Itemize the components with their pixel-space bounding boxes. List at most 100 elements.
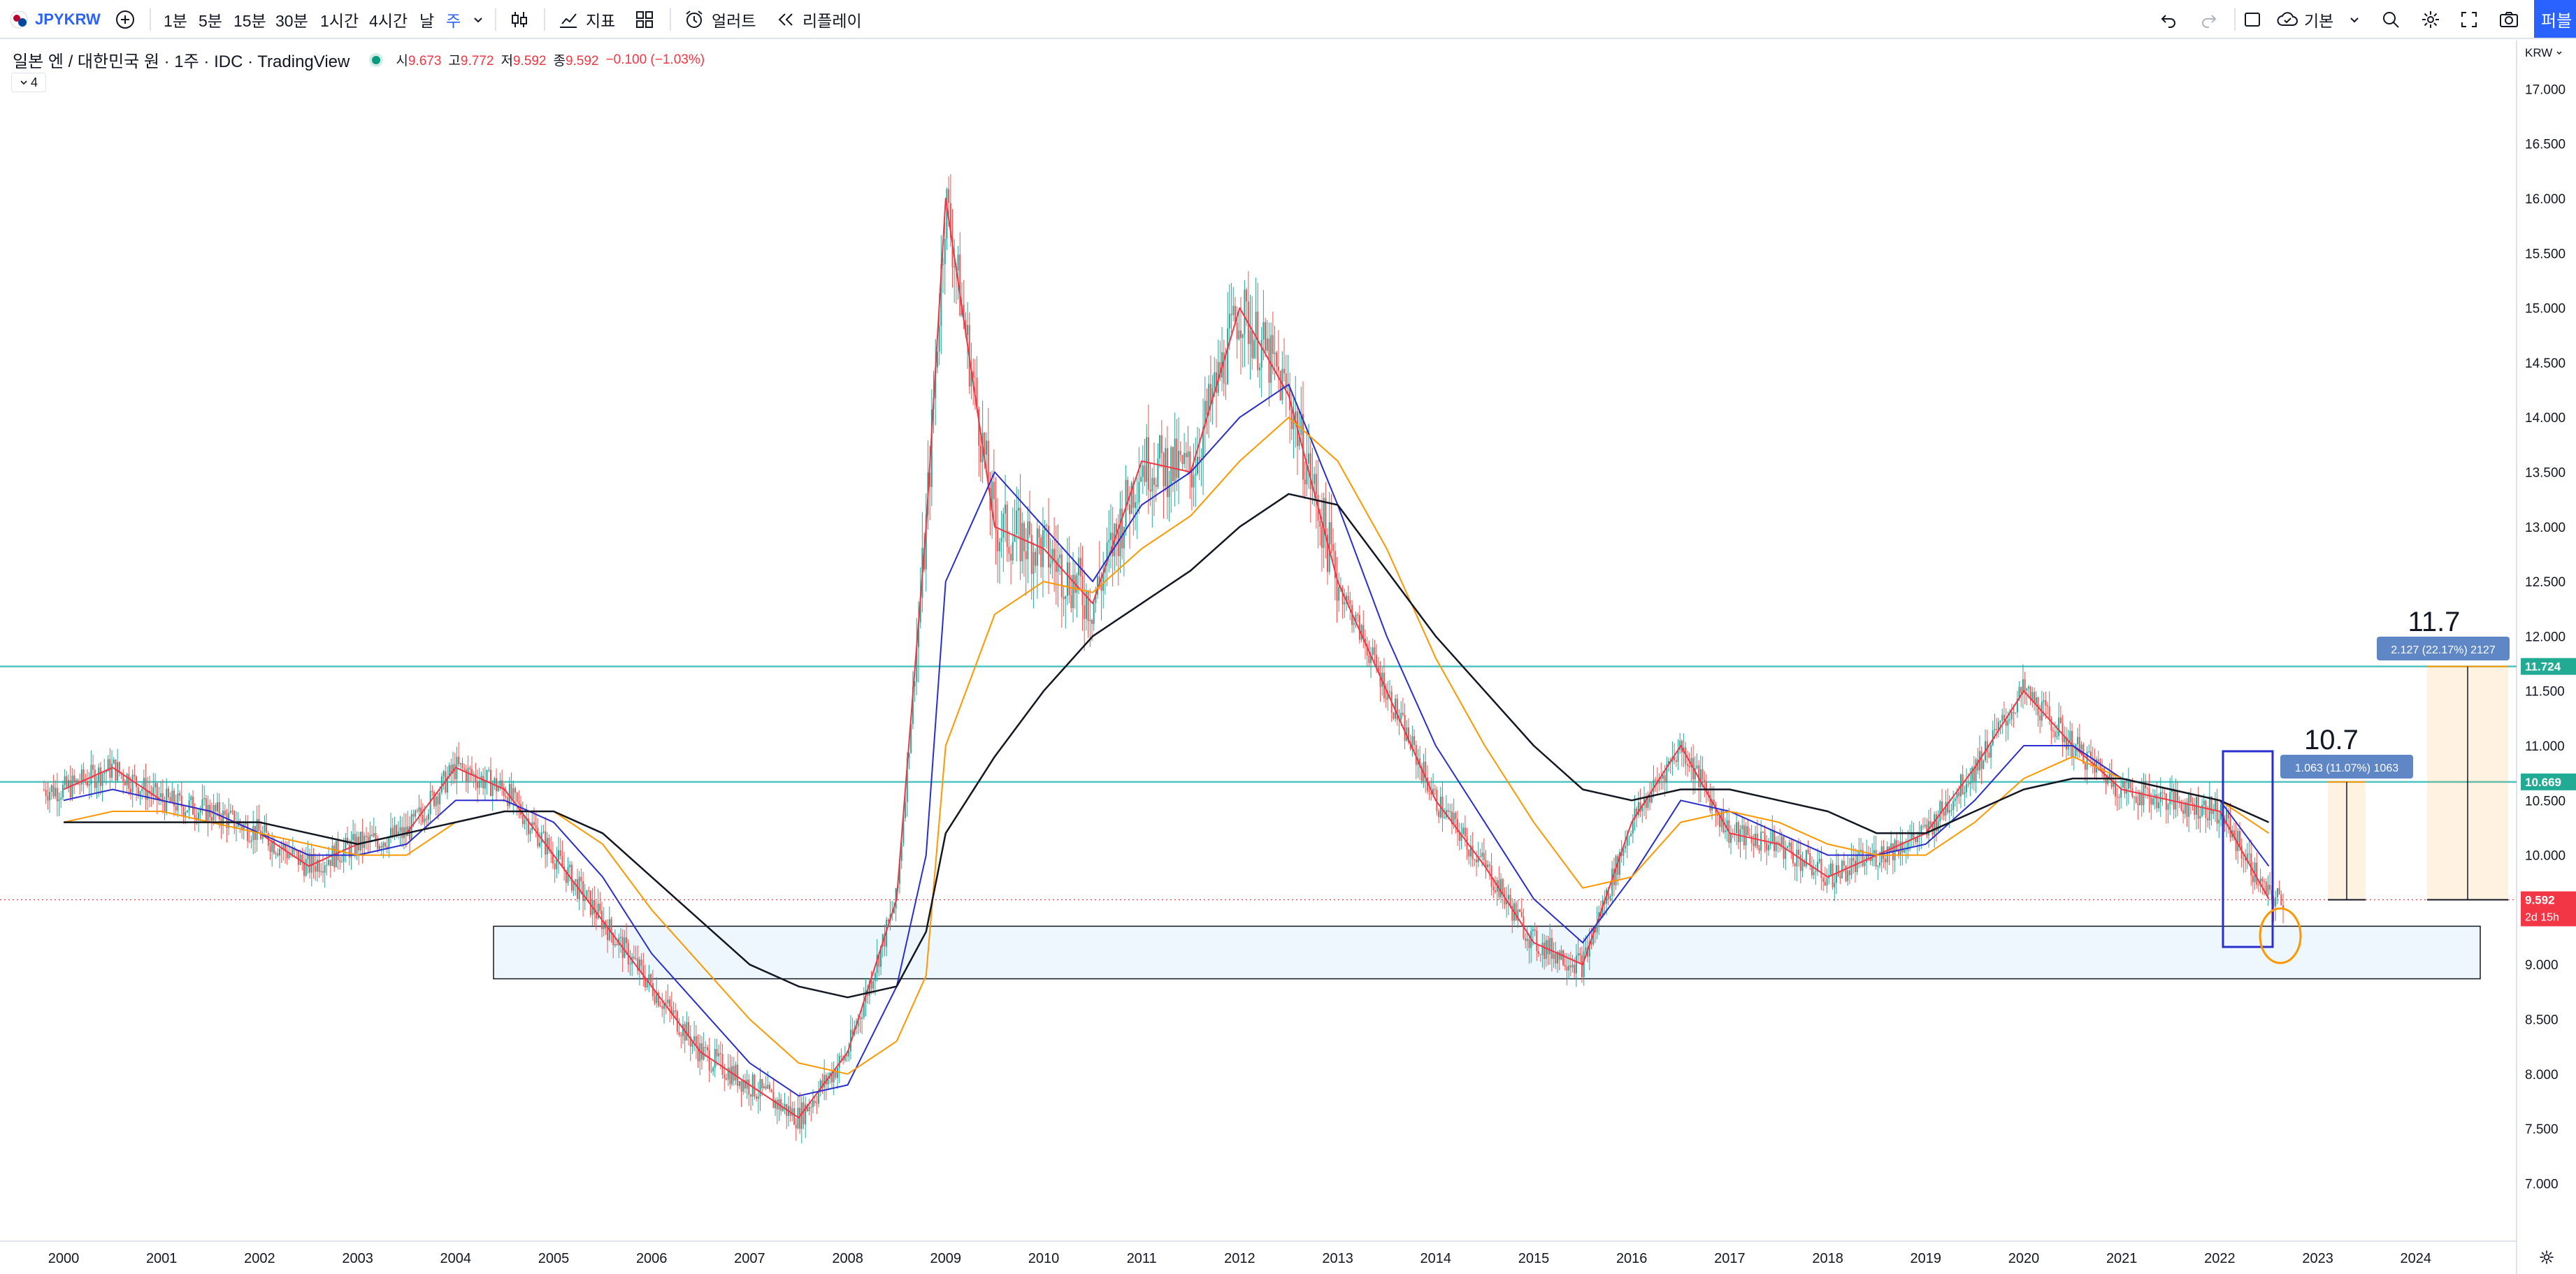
candle[interactable] — [2189, 788, 2192, 815]
candle[interactable] — [2133, 796, 2135, 811]
candle[interactable] — [1398, 709, 1400, 735]
candle[interactable] — [62, 780, 64, 801]
candle[interactable] — [158, 786, 160, 806]
candle[interactable] — [1270, 322, 1272, 396]
candle[interactable] — [2037, 696, 2039, 728]
candle[interactable] — [175, 794, 177, 816]
candle[interactable] — [567, 857, 569, 886]
candle[interactable] — [179, 790, 181, 802]
target-1-text[interactable]: 10.7 — [2304, 725, 2359, 755]
candle[interactable] — [1701, 756, 1704, 788]
candle[interactable] — [1997, 718, 1999, 738]
candle[interactable] — [169, 792, 171, 802]
candle[interactable] — [1828, 864, 1830, 885]
candle[interactable] — [1123, 526, 1125, 577]
candle[interactable] — [1262, 290, 1265, 361]
candle[interactable] — [624, 929, 626, 959]
candle[interactable] — [505, 786, 507, 800]
candle[interactable] — [1265, 317, 1267, 358]
candle[interactable] — [1217, 339, 1219, 396]
candle[interactable] — [431, 785, 433, 797]
candle[interactable] — [1511, 898, 1513, 934]
candle[interactable] — [1160, 420, 1163, 468]
candle[interactable] — [465, 765, 467, 792]
candle[interactable] — [180, 781, 182, 816]
candle[interactable] — [675, 1003, 677, 1020]
candle[interactable] — [2003, 701, 2005, 723]
layout-save-dropdown[interactable]: 기본 — [2276, 0, 2360, 39]
candle[interactable] — [217, 792, 219, 817]
candle[interactable] — [1804, 858, 1806, 867]
camera-snapshot-icon[interactable] — [2498, 0, 2519, 39]
candle[interactable] — [714, 1038, 716, 1078]
ma-black-line[interactable] — [64, 493, 2270, 999]
candle[interactable] — [1165, 437, 1167, 492]
candle[interactable] — [1666, 756, 1668, 794]
candle[interactable] — [58, 792, 60, 817]
candle[interactable] — [1441, 781, 1444, 832]
candle[interactable] — [403, 813, 405, 850]
candle[interactable] — [799, 1092, 801, 1134]
candle[interactable] — [1485, 849, 1487, 879]
indicators-collapse-toggle[interactable]: 4 — [11, 73, 46, 92]
candle[interactable] — [152, 772, 154, 805]
candle[interactable] — [2273, 895, 2275, 922]
candle[interactable] — [1964, 786, 1966, 806]
candle[interactable] — [744, 1073, 746, 1094]
candle[interactable] — [1258, 363, 1260, 389]
candle[interactable] — [684, 1021, 686, 1053]
candle[interactable] — [201, 784, 203, 816]
candle[interactable] — [316, 854, 318, 882]
candle[interactable] — [689, 1025, 691, 1062]
candle[interactable] — [416, 808, 418, 813]
candle[interactable] — [2065, 727, 2067, 761]
candle[interactable] — [96, 776, 98, 799]
candle[interactable] — [740, 1080, 742, 1108]
candle[interactable] — [616, 941, 618, 946]
candle[interactable] — [827, 1072, 829, 1090]
candle[interactable] — [756, 1093, 758, 1102]
ma-blue-line[interactable] — [63, 384, 2270, 1097]
candle[interactable] — [1704, 771, 1706, 797]
candles-chart-type-icon[interactable] — [509, 0, 530, 39]
candle[interactable] — [2259, 868, 2261, 893]
candle[interactable] — [128, 766, 130, 795]
candle[interactable] — [1283, 338, 1286, 382]
candle[interactable] — [1332, 528, 1334, 562]
candle[interactable] — [164, 796, 166, 820]
candle[interactable] — [1613, 857, 1615, 897]
candle[interactable] — [1420, 762, 1423, 784]
candle[interactable] — [640, 953, 642, 975]
candle[interactable] — [2194, 797, 2196, 820]
candle[interactable] — [1469, 834, 1472, 867]
candle[interactable] — [1675, 755, 1677, 767]
candle[interactable] — [1699, 755, 1701, 803]
candle[interactable] — [767, 1071, 769, 1089]
candle[interactable] — [439, 786, 441, 815]
candle[interactable] — [1042, 507, 1044, 598]
candle[interactable] — [1507, 884, 1509, 915]
candle[interactable] — [2278, 881, 2280, 895]
candle[interactable] — [2022, 664, 2024, 709]
candle[interactable] — [1179, 441, 1181, 462]
candle[interactable] — [2175, 778, 2177, 818]
interval-1m[interactable]: 1분 — [164, 12, 187, 30]
layout-grid-icon[interactable] — [635, 0, 654, 39]
candle[interactable] — [2146, 786, 2148, 799]
candle[interactable] — [637, 945, 639, 976]
candle[interactable] — [1268, 322, 1270, 407]
interval-4h[interactable]: 4시간 — [369, 12, 408, 30]
candle[interactable] — [1247, 271, 1249, 365]
candle[interactable] — [446, 766, 448, 799]
candle[interactable] — [2184, 798, 2186, 819]
candle[interactable] — [288, 840, 290, 860]
candle[interactable] — [2237, 827, 2239, 864]
candle[interactable] — [1272, 312, 1274, 375]
interval-dropdown-chevron-icon[interactable] — [473, 0, 484, 39]
candle[interactable] — [1779, 828, 1781, 853]
candle[interactable] — [763, 1083, 765, 1090]
candle[interactable] — [409, 816, 411, 855]
candle[interactable] — [733, 1057, 735, 1086]
candle[interactable] — [914, 681, 916, 702]
candle[interactable] — [1807, 840, 1809, 855]
